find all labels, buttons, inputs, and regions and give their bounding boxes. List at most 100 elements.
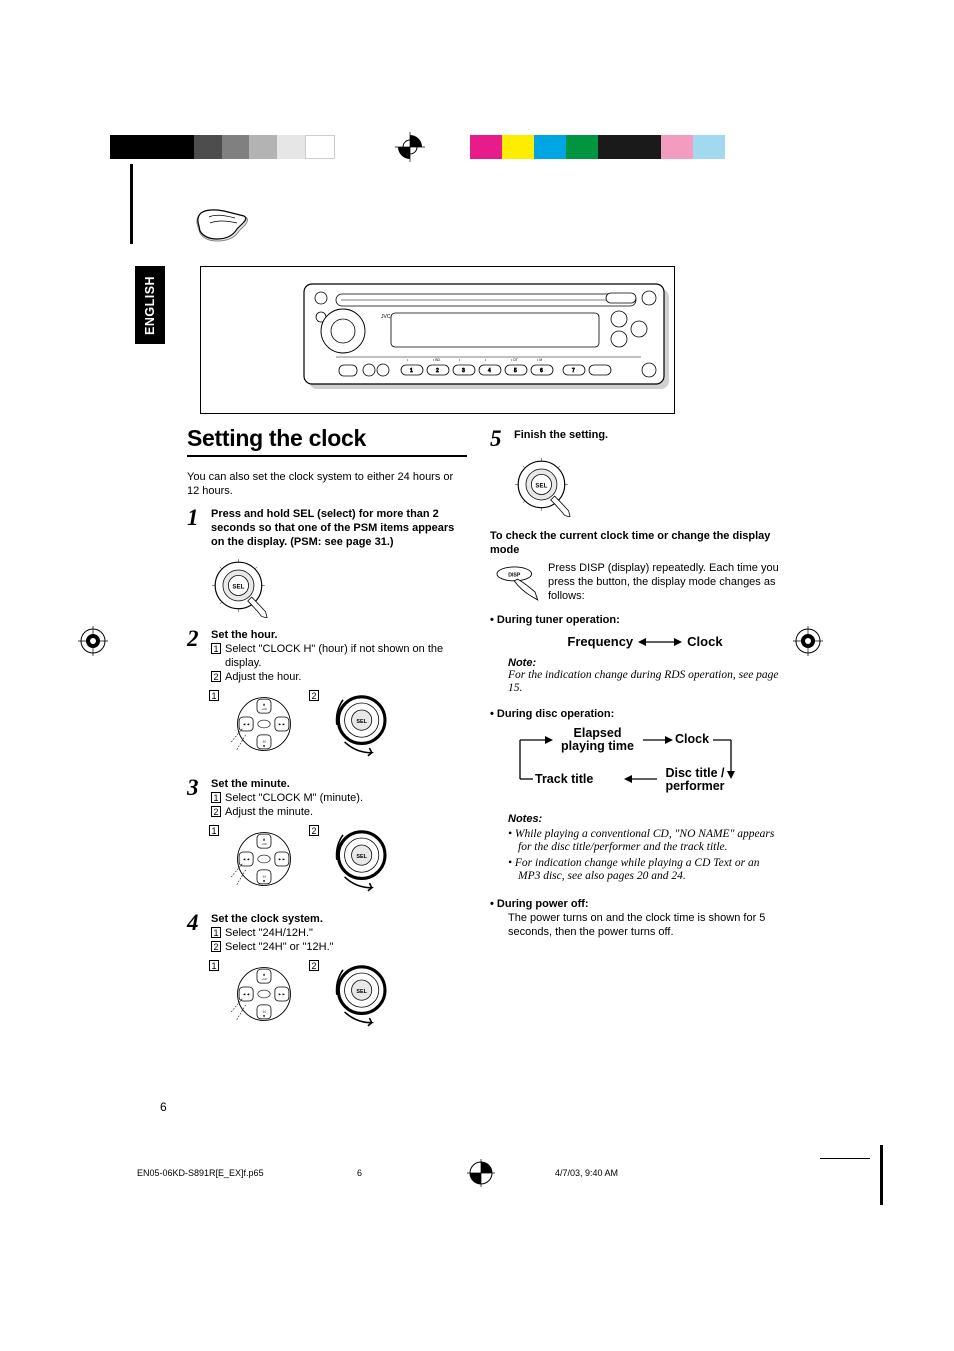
sel-rotate-icon: SEL — [329, 824, 399, 894]
cross-buttons-icon: ▲ +10 ▼ -10 ◄◄ ►► — [229, 824, 299, 894]
step-3-number: 3 — [187, 777, 205, 819]
step-4: 4 Set the clock system. 1Select "24H/12H… — [187, 912, 467, 954]
cross-buttons-icon: ▲ +10 ▼ -10 ◄◄ ►► — [229, 959, 299, 1029]
right-column: 5 Finish the setting. SEL To check the — [490, 428, 780, 939]
poweroff-body: The power turns on and the clock time is… — [508, 911, 780, 939]
crop-mark-br — [820, 1158, 870, 1159]
registration-mark-right — [793, 626, 823, 656]
step-2-illustration: 1 ▲ +10 ▼ -10 ◄◄ ►► 2 — [187, 689, 467, 767]
svg-text:SEL: SEL — [535, 483, 547, 490]
notes-heading: Notes: — [508, 813, 780, 825]
svg-text:◄◄: ◄◄ — [242, 722, 250, 727]
trim-mark-left — [130, 164, 133, 244]
svg-text:2: 2 — [436, 368, 439, 374]
svg-text:4: 4 — [488, 368, 491, 374]
svg-text:►►: ►► — [278, 857, 286, 862]
svg-text:• DT: • DT — [511, 358, 519, 362]
step-5: 5 Finish the setting. — [490, 428, 780, 450]
footer-date: 4/7/03, 9:40 AM — [555, 1168, 618, 1178]
tuner-operation-head: During tuner operation: — [490, 613, 780, 627]
print-registration-marks — [55, 135, 899, 185]
boxed-1: 1 — [211, 643, 221, 654]
intro-text: You can also set the clock system to eit… — [187, 470, 467, 498]
tuner-mode-diagram: Frequency Clock — [510, 634, 780, 649]
sel-dial-illustration: SEL — [512, 455, 574, 517]
step-3-head: Set the minute. — [211, 777, 467, 791]
disp-button-row: DISP Press DISP (display) repeatedly. Ea… — [490, 561, 780, 603]
step-3-sub2: Adjust the minute. — [225, 805, 313, 819]
svg-text:7: 7 — [572, 368, 575, 374]
svg-text:▼: ▼ — [262, 1013, 266, 1018]
registration-mark-top — [395, 132, 425, 162]
step-4-head: Set the clock system. — [211, 912, 467, 926]
note-body-1: For the indication change during RDS ope… — [508, 669, 780, 695]
section-title: Setting the clock — [187, 425, 467, 452]
svg-text:DISP: DISP — [508, 573, 521, 579]
color-bar-left — [110, 135, 335, 159]
check-clock-heading: To check the current clock time or chang… — [490, 529, 780, 557]
step-2-sub2: Adjust the hour. — [225, 670, 301, 684]
footer: EN05-06KD-S891R[E_EX]f.p65 6 4/7/03, 9:4… — [137, 1159, 857, 1187]
step-2-number: 2 — [187, 628, 205, 684]
step-4-number: 4 — [187, 912, 205, 954]
hand-icon — [195, 209, 250, 244]
svg-text:SEL: SEL — [356, 854, 367, 860]
svg-text:+10: +10 — [261, 842, 267, 846]
svg-text:+10: +10 — [261, 707, 267, 711]
double-arrow-icon — [638, 636, 682, 648]
svg-text:-10: -10 — [262, 740, 267, 744]
footer-page: 6 — [357, 1168, 467, 1178]
tuner-freq-label: Frequency — [567, 634, 633, 649]
svg-text:▲: ▲ — [262, 971, 266, 976]
svg-text:JVC: JVC — [381, 314, 391, 320]
cross-buttons-icon: ▲ +10 ▼ -10 ◄◄ ►► — [229, 689, 299, 759]
sel-rotate-icon: SEL — [329, 959, 399, 1029]
step-2-sub1: Select "CLOCK H" (hour) if not shown on … — [225, 642, 467, 670]
step-1-number: 1 — [187, 507, 205, 549]
svg-text:5: 5 — [514, 368, 517, 374]
title-rule — [187, 455, 467, 457]
step-4-sub1: Select "24H/12H." — [225, 926, 313, 940]
step-3: 3 Set the minute. 1Select "CLOCK M" (min… — [187, 777, 467, 819]
sel-rotate-icon: SEL — [329, 689, 399, 759]
footer-file: EN05-06KD-S891R[E_EX]f.p65 — [137, 1168, 357, 1178]
svg-text:►►: ►► — [278, 722, 286, 727]
svg-text:◄◄: ◄◄ — [242, 857, 250, 862]
registration-mark-left — [78, 626, 108, 656]
note-3: For indication change while playing a CD… — [508, 857, 780, 883]
cycle-arrows-icon — [515, 727, 755, 805]
poweroff-head: During power off: — [490, 897, 780, 911]
svg-text:►►: ►► — [278, 992, 286, 997]
note-2: While playing a conventional CD, "NO NAM… — [508, 828, 780, 854]
sel-dial-illustration: SEL — [209, 556, 271, 618]
svg-text:SEL: SEL — [232, 584, 244, 591]
step-5-number: 5 — [490, 428, 508, 450]
color-bar-right — [470, 135, 725, 159]
tuner-clock-label: Clock — [687, 634, 722, 649]
svg-text:▼: ▼ — [262, 878, 266, 883]
step-4-sub2: Select "24H" or "12H." — [225, 940, 334, 954]
svg-text:▲: ▲ — [262, 836, 266, 841]
step-3-illustration: 1 ▲ +10 ▼ -10 ◄◄ ►► 2 — [187, 824, 467, 902]
svg-text:◄◄: ◄◄ — [242, 992, 250, 997]
svg-text:▲: ▲ — [262, 701, 266, 706]
svg-text:▼: ▼ — [262, 743, 266, 748]
step-2: 2 Set the hour. 1 Select "CLOCK H" (hour)… — [187, 628, 467, 684]
device-illustration: JVC 1 2 3 4 5 6 7 — [200, 266, 675, 414]
page-number: 6 — [160, 1100, 167, 1114]
step-1: 1 Press and hold SEL (select) for more t… — [187, 507, 467, 549]
disc-mode-cycle-diagram: Elapsedplaying time Clock Disc title /pe… — [515, 727, 755, 805]
svg-text:3: 3 — [462, 368, 465, 374]
svg-text:+10: +10 — [261, 977, 267, 981]
disp-button-icon: DISP — [490, 563, 542, 603]
boxed-2: 2 — [211, 671, 221, 682]
step-3-sub1: Select "CLOCK M" (minute). — [225, 791, 363, 805]
step-2-head: Set the hour. — [211, 628, 467, 642]
svg-text:6: 6 — [540, 368, 543, 374]
svg-text:• M: • M — [537, 358, 542, 362]
svg-text:-10: -10 — [262, 1010, 267, 1014]
note-heading-1: Note: — [508, 657, 780, 669]
svg-text:-10: -10 — [262, 875, 267, 879]
svg-text:• BD: • BD — [433, 358, 441, 362]
trim-mark-right — [880, 1145, 883, 1205]
